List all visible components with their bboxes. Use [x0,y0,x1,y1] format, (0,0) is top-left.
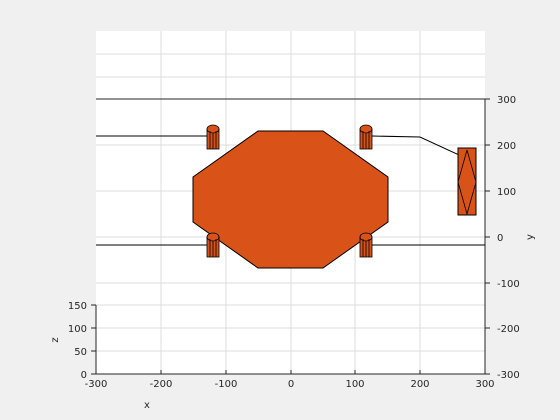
z-tick-label: 150 [68,301,87,312]
y-axis-label: y [525,234,536,240]
x-tick-label: 200 [410,379,429,390]
x-tick-label: 100 [345,379,364,390]
side-panel [457,147,477,216]
motor-rear-right [359,232,373,258]
y-tick-label: 300 [497,95,516,106]
x-tick-label: -100 [215,379,238,390]
x-tick-label: 0 [288,379,294,390]
z-tick-label: 0 [81,370,87,381]
motor-front-left [206,124,220,150]
x-tick-labels: -300 -200 -100 0 100 200 300 [85,379,495,390]
z-tick-label: 50 [74,347,87,358]
motor-front-right [359,124,373,150]
z-axis-label: z [50,337,61,342]
y-tick-labels: 300 200 100 0 -100 -200 -300 [497,95,520,381]
vehicle-body [192,130,389,269]
z-tick-labels: 150 100 50 0 [68,301,87,381]
y-tick-label: -200 [497,324,520,335]
y-tick-label: 200 [497,141,516,152]
x-axis-label: x [144,400,150,411]
y-tick-label: 0 [497,233,503,244]
y-tick-label: -300 [497,370,520,381]
y-tick-label: 100 [497,187,516,198]
z-tick-label: 100 [68,324,87,335]
x-tick-label: -200 [150,379,173,390]
tick-marks [91,98,490,375]
motor-rear-left [206,232,220,258]
x-tick-label: -300 [85,379,108,390]
y-tick-label: -100 [497,279,520,290]
x-tick-label: 300 [475,379,494,390]
